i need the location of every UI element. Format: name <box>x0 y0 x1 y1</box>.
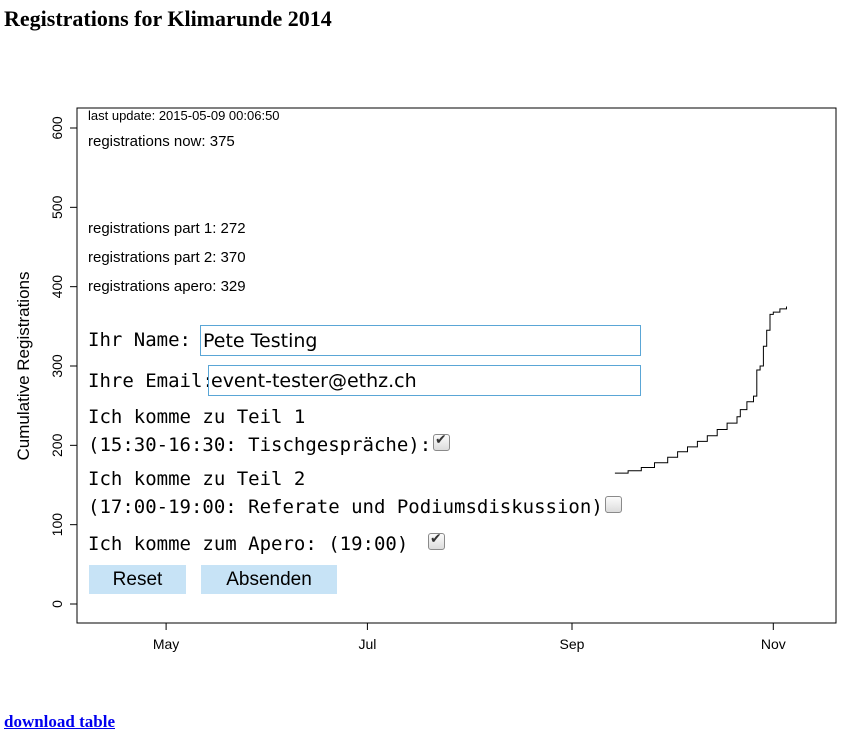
x-tick-label: Nov <box>761 636 786 652</box>
part1-label: Ich komme zu Teil 1 <box>88 406 306 428</box>
part2-checkbox[interactable] <box>605 496 622 513</box>
registrations-now-text: registrations now: 375 <box>88 133 235 150</box>
page-title: Registrations for Klimarunde 2014 <box>4 6 332 31</box>
y-tick-label: 300 <box>49 354 65 378</box>
registrations-part1-text: registrations part 1: 272 <box>88 220 246 237</box>
y-tick-label: 400 <box>49 275 65 299</box>
y-tick-label: 200 <box>49 433 65 457</box>
download-table-link[interactable]: download table <box>4 712 115 731</box>
part2-time-label: (17:00-19:00: Referate und Podiumsdiskus… <box>88 496 615 518</box>
email-input[interactable] <box>208 365 641 396</box>
registrations-part2-text: registrations part 2: 370 <box>88 249 246 266</box>
registrations-chart: 0 100 200 300 400 500 600 May Jul Sep Nov Cumulat… <box>14 107 837 652</box>
apero-checkbox[interactable] <box>428 531 445 550</box>
name-input[interactable] <box>200 325 641 356</box>
series-group <box>614 306 787 474</box>
apero-label: Ich komme zum Apero: (19:00) <box>88 533 409 555</box>
part1-time-label: (15:30-16:30: Tischgespräche): <box>88 434 432 456</box>
y-axis: 0 100 200 300 400 500 600 <box>49 116 78 608</box>
submit-button[interactable]: Absenden <box>201 565 337 594</box>
registrations-series-line <box>614 306 787 474</box>
last-update-text: last update: 2015-05-09 00:06:50 <box>88 108 280 123</box>
y-tick-label: 600 <box>49 116 65 140</box>
x-tick-label: May <box>153 636 179 652</box>
reset-button[interactable]: Reset <box>89 565 186 594</box>
x-tick-label: Sep <box>560 636 585 652</box>
y-tick-label: 0 <box>49 600 65 608</box>
x-axis: May Jul Sep Nov <box>153 622 786 652</box>
x-tick-label: Jul <box>358 636 376 652</box>
part2-label: Ich komme zu Teil 2 <box>88 468 306 490</box>
name-label: Ihr Name: <box>88 329 191 351</box>
y-tick-label: 500 <box>49 195 65 219</box>
y-tick-label: 100 <box>49 513 65 537</box>
y-axis-label: Cumulative Registrations <box>14 272 33 461</box>
part1-checkbox[interactable] <box>433 432 450 451</box>
email-label: Ihre Email: <box>88 370 214 392</box>
registrations-apero-text: registrations apero: 329 <box>88 278 246 295</box>
